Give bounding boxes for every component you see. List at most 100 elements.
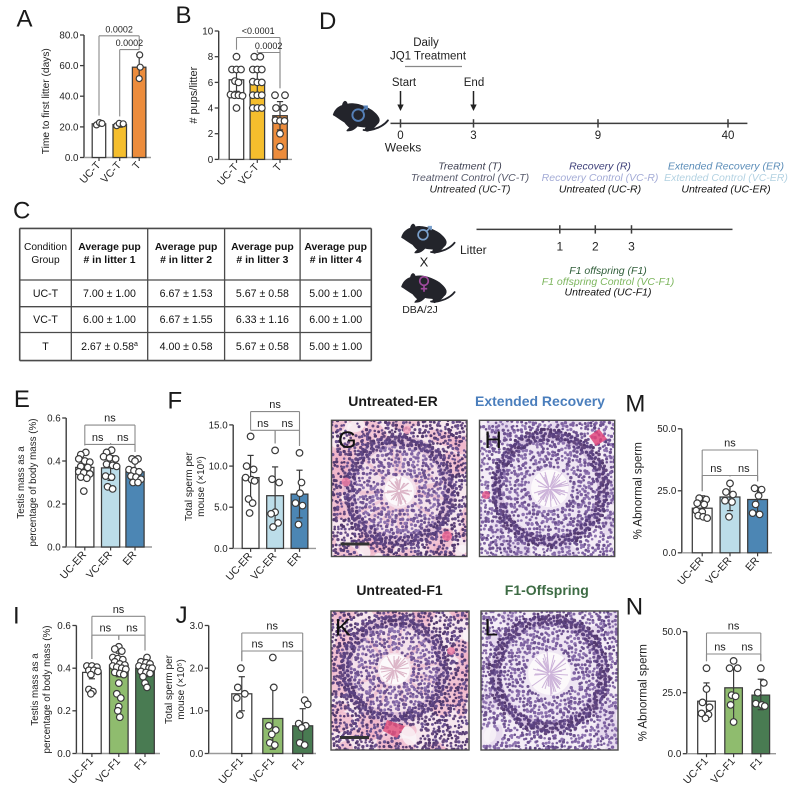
svg-text:0.2: 0.2 <box>57 706 71 717</box>
svg-text:5.0: 5.0 <box>214 503 228 514</box>
svg-text:Untreated-F1: Untreated-F1 <box>356 582 443 598</box>
svg-text:UC-T: UC-T <box>33 288 59 300</box>
svg-text:E: E <box>14 386 30 413</box>
svg-text:40.0: 40.0 <box>59 92 79 103</box>
svg-text:Untreated (UC-F1): Untreated (UC-F1) <box>565 287 652 299</box>
svg-text:C: C <box>13 198 30 225</box>
svg-text:Extended Recovery (ER): Extended Recovery (ER) <box>668 161 784 173</box>
svg-text:DBA/2J: DBA/2J <box>402 304 438 316</box>
svg-text:ns: ns <box>113 604 125 616</box>
svg-text:Untreated (UC-R): Untreated (UC-R) <box>559 184 641 196</box>
svg-text:Untreated-ER: Untreated-ER <box>348 393 437 409</box>
svg-text:# in litter 2: # in litter 2 <box>160 255 212 266</box>
svg-text:K: K <box>335 615 351 642</box>
svg-text:2: 2 <box>592 240 599 254</box>
svg-text:<0.0001: <0.0001 <box>242 26 275 36</box>
svg-text:ns: ns <box>251 639 263 651</box>
svg-text:8: 8 <box>208 52 214 63</box>
svg-text:ns: ns <box>266 621 278 633</box>
svg-text:Group: Group <box>31 255 60 266</box>
svg-text:Time to first litter (days): Time to first litter (days) <box>41 48 52 154</box>
svg-text:Start: Start <box>392 77 417 89</box>
svg-text:ns: ns <box>104 413 116 425</box>
svg-text:4: 4 <box>208 103 214 114</box>
svg-text:0.6: 0.6 <box>47 413 61 424</box>
svg-text:I: I <box>13 602 20 629</box>
svg-text:0.0: 0.0 <box>65 153 79 164</box>
svg-text:Treatment (T): Treatment (T) <box>438 161 501 173</box>
svg-text:6.67 ± 1.55: 6.67 ± 1.55 <box>160 314 213 326</box>
svg-text:5.00 ± 1.00: 5.00 ± 1.00 <box>309 288 362 300</box>
svg-text:5.67 ± 0.58: 5.67 ± 0.58 <box>236 288 289 300</box>
svg-text:1.0: 1.0 <box>190 706 204 717</box>
svg-text:2.0: 2.0 <box>190 664 204 675</box>
svg-text:ns: ns <box>714 642 726 654</box>
svg-text:0.0: 0.0 <box>668 749 682 760</box>
svg-text:0.0002: 0.0002 <box>255 41 283 51</box>
svg-text:7.00 ± 1.00: 7.00 ± 1.00 <box>83 288 136 300</box>
svg-text:0: 0 <box>397 130 403 142</box>
svg-text:0.2: 0.2 <box>47 499 61 510</box>
svg-text:B: B <box>176 2 192 29</box>
svg-text:ns: ns <box>724 438 736 450</box>
svg-text:Daily: Daily <box>413 37 439 49</box>
svg-text:0.4: 0.4 <box>47 456 61 467</box>
svg-text:50.0: 50.0 <box>657 424 677 435</box>
svg-text:Extended Recovery: Extended Recovery <box>475 393 605 409</box>
svg-text:0.6: 0.6 <box>57 621 71 632</box>
svg-text:F: F <box>168 387 183 414</box>
svg-text:6.67 ± 1.53: 6.67 ± 1.53 <box>160 288 213 300</box>
svg-text:6.00 ± 1.00: 6.00 ± 1.00 <box>83 314 136 326</box>
svg-text:A: A <box>17 5 33 32</box>
svg-text:ns: ns <box>117 432 129 444</box>
svg-text:# in litter 3: # in litter 3 <box>236 255 288 266</box>
svg-text:6.33 ± 1.16: 6.33 ± 1.16 <box>236 314 289 326</box>
svg-text:4.00 ± 0.58: 4.00 ± 0.58 <box>160 341 213 353</box>
svg-text:0.0: 0.0 <box>57 749 71 760</box>
svg-text:0: 0 <box>208 155 214 166</box>
svg-text:25.0: 25.0 <box>657 486 677 497</box>
svg-text:# in litter 1: # in litter 1 <box>84 255 136 266</box>
svg-text:X: X <box>420 255 429 270</box>
svg-text:percentage of body mass (%): percentage of body mass (%) <box>42 626 53 754</box>
svg-text:6.00 ± 1.00: 6.00 ± 1.00 <box>309 314 362 326</box>
svg-text:3: 3 <box>470 130 476 142</box>
svg-text:6: 6 <box>208 78 214 89</box>
svg-text:Testis mass as a: Testis mass as a <box>16 446 27 519</box>
svg-text:ns: ns <box>741 642 753 654</box>
svg-text:T: T <box>42 341 49 353</box>
svg-text:Testis mass as a: Testis mass as a <box>30 653 41 726</box>
svg-text:5.00 ± 1.00: 5.00 ± 1.00 <box>309 341 362 353</box>
svg-text:25.0: 25.0 <box>662 688 682 699</box>
svg-text:50.0: 50.0 <box>662 627 682 638</box>
svg-text:ns: ns <box>99 623 111 635</box>
svg-text:0.0: 0.0 <box>190 749 204 760</box>
svg-text:0.0: 0.0 <box>663 548 677 559</box>
svg-text:J: J <box>176 602 188 629</box>
svg-text:F1 offspring Control (VC-F1): F1 offspring Control (VC-F1) <box>542 276 674 288</box>
svg-text:Average pup: Average pup <box>304 242 367 253</box>
svg-text:Average pup: Average pup <box>78 242 141 253</box>
svg-text:ns: ns <box>710 463 722 475</box>
svg-text:ns: ns <box>126 623 138 635</box>
svg-text:9: 9 <box>595 130 601 142</box>
svg-text:Extended Control (VC-ER): Extended Control (VC-ER) <box>664 172 788 184</box>
svg-text:0.0: 0.0 <box>47 542 61 553</box>
svg-text:ns: ns <box>281 418 293 430</box>
svg-text:ns: ns <box>738 463 750 475</box>
svg-text:1: 1 <box>556 240 563 254</box>
svg-text:N: N <box>626 594 643 621</box>
svg-text:JQ1 Treatment: JQ1 Treatment <box>390 51 467 63</box>
svg-text:2: 2 <box>208 129 213 140</box>
svg-text:Treatment Control (VC-T): Treatment Control (VC-T) <box>411 172 529 184</box>
svg-text:20.0: 20.0 <box>59 122 79 133</box>
svg-text:80.0: 80.0 <box>59 30 79 41</box>
svg-text:Average pup: Average pup <box>155 242 218 253</box>
svg-text:Total sperm per: Total sperm per <box>164 654 175 724</box>
svg-text:Average pup: Average pup <box>231 242 294 253</box>
svg-text:mouse (×10⁶): mouse (×10⁶) <box>196 456 207 517</box>
svg-text:0.4: 0.4 <box>57 664 71 675</box>
svg-text:Total sperm per: Total sperm per <box>184 451 195 521</box>
svg-text:mouse (×10⁵): mouse (×10⁵) <box>176 659 187 720</box>
svg-text:L: L <box>485 615 498 642</box>
